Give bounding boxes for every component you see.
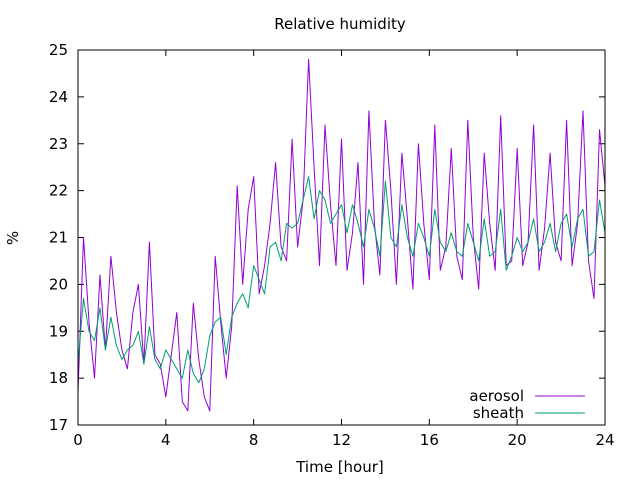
series-line-sheath xyxy=(77,176,606,384)
y-tick-label: 20 xyxy=(49,275,68,293)
chart-title: Relative humidity xyxy=(274,15,406,33)
y-tick-label: 22 xyxy=(49,182,68,200)
x-tick-label: 24 xyxy=(595,431,614,449)
y-axis: 17 18 19 20 21 22 23 24 25 xyxy=(49,41,605,434)
y-tick-label: 21 xyxy=(49,229,68,247)
plot-frame xyxy=(77,49,606,426)
x-tick-label: 4 xyxy=(161,431,171,449)
y-tick-label: 17 xyxy=(49,416,68,434)
y-tick-label: 19 xyxy=(49,322,68,340)
y-tick-label: 18 xyxy=(49,369,68,387)
legend-label-sheath: sheath xyxy=(473,404,524,422)
x-axis: 0 4 8 12 16 20 24 xyxy=(73,50,615,449)
x-axis-label: Time [hour] xyxy=(295,458,384,476)
y-axis-label: % xyxy=(4,231,22,245)
x-tick-label: 0 xyxy=(73,431,83,449)
x-tick-label: 12 xyxy=(332,431,351,449)
series-line-aerosol xyxy=(77,58,606,412)
x-tick-label: 16 xyxy=(420,431,439,449)
y-tick-label: 25 xyxy=(49,41,68,59)
x-tick-label: 20 xyxy=(508,431,527,449)
y-tick-label: 24 xyxy=(49,88,68,106)
legend-label-aerosol: aerosol xyxy=(469,387,524,405)
y-tick-label: 23 xyxy=(49,135,68,153)
x-tick-label: 8 xyxy=(249,431,259,449)
series-lines xyxy=(77,58,606,412)
